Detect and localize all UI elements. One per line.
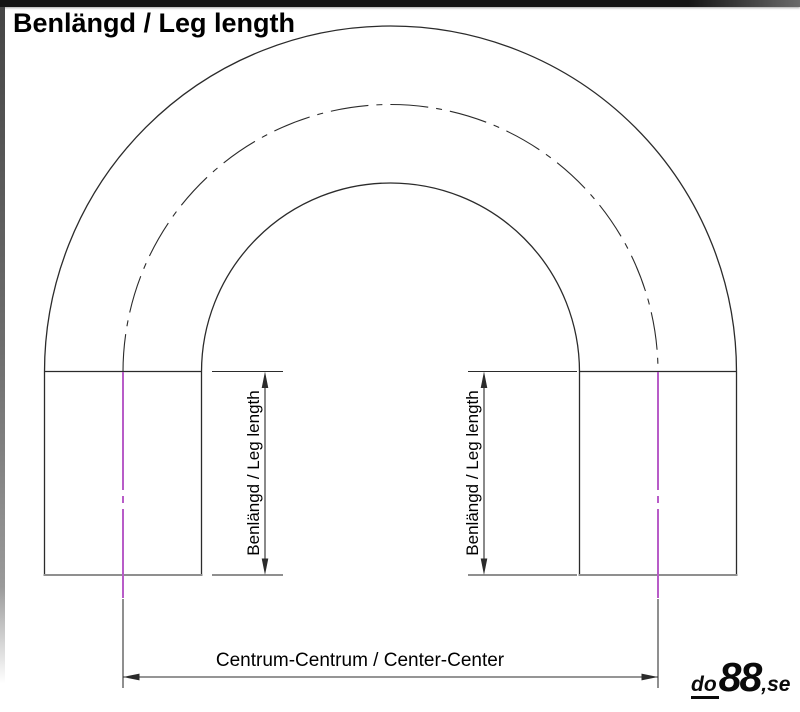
do88-logo-prefix: do bbox=[691, 674, 719, 699]
do88-logo-number: 88 bbox=[718, 654, 763, 700]
page-title: Benlängd / Leg length bbox=[13, 8, 295, 38]
outer-arc bbox=[43, 25, 738, 373]
center-dim-arrow-left-icon bbox=[123, 673, 140, 681]
inner-arc bbox=[200, 182, 581, 373]
center-center-dimension-label: Centrum-Centrum / Center-Center bbox=[215, 650, 505, 671]
left-dim-arrow-down-icon bbox=[261, 558, 269, 575]
centerline-arc bbox=[122, 103, 659, 373]
center-dim-arrow-right-icon bbox=[641, 673, 658, 681]
do88-logo: do 88 ,se bbox=[691, 654, 791, 700]
right-dim-arrow-up-icon bbox=[480, 371, 488, 388]
left-dim-arrow-up-icon bbox=[261, 371, 269, 388]
right-leg-dimension-label: Benlängd / Leg length bbox=[463, 390, 482, 556]
do88-logo-suffix: ,se bbox=[761, 673, 791, 696]
left-leg-dimension-label: Benlängd / Leg length bbox=[244, 390, 263, 556]
right-dim-arrow-down-icon bbox=[480, 558, 488, 575]
frame-top-edge bbox=[0, 0, 800, 7]
frame-left-edge bbox=[0, 7, 5, 697]
